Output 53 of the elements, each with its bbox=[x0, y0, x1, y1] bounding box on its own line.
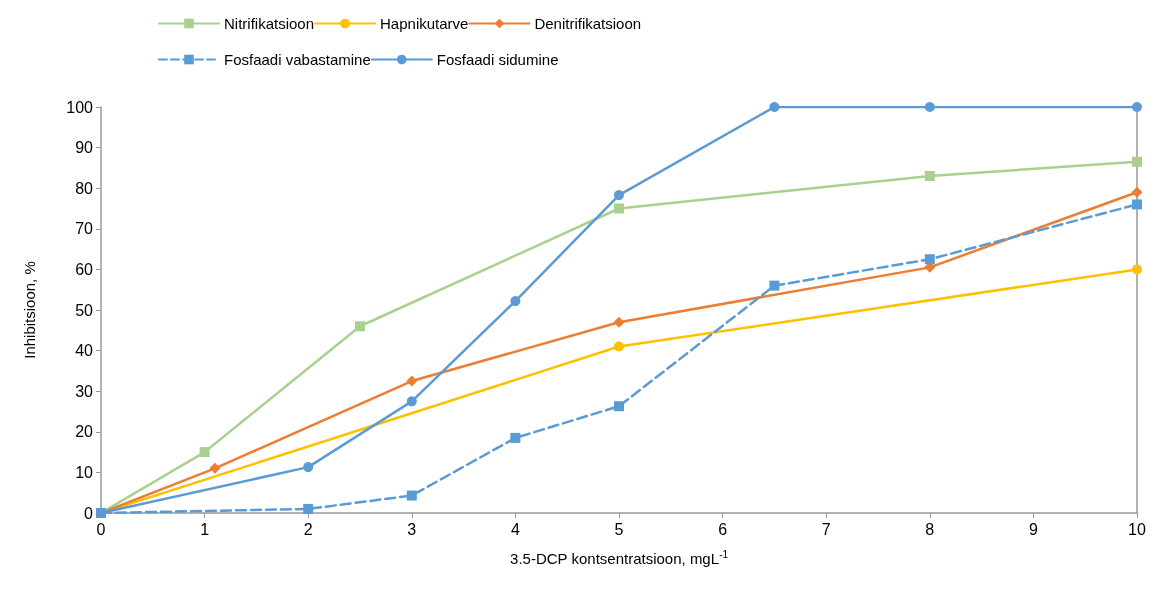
point bbox=[613, 316, 625, 328]
point bbox=[303, 462, 314, 473]
point bbox=[614, 401, 624, 412]
y-tick-label: 70 bbox=[75, 220, 94, 238]
y-tick-label: 80 bbox=[75, 179, 94, 197]
y-tick-label: 20 bbox=[75, 423, 94, 441]
point bbox=[1132, 264, 1142, 275]
y-tick-label: 30 bbox=[75, 382, 94, 400]
y-tick-label: 50 bbox=[75, 301, 94, 319]
y-tick-label: 40 bbox=[75, 342, 94, 360]
point bbox=[209, 462, 221, 474]
point bbox=[614, 190, 624, 201]
point bbox=[614, 203, 624, 214]
point bbox=[406, 490, 417, 501]
x-tick-label: 4 bbox=[510, 520, 520, 538]
legend-label: Nitrifikatsioon bbox=[224, 15, 315, 32]
x-tick-label: 6 bbox=[718, 520, 728, 538]
point bbox=[406, 396, 417, 407]
point bbox=[769, 102, 780, 112]
legend-label: Denitrifikatsioon bbox=[534, 15, 642, 32]
point bbox=[614, 341, 624, 352]
x-tick-label: 8 bbox=[925, 520, 935, 538]
legend-label: Fosfaadi vabastamine bbox=[224, 51, 371, 68]
point bbox=[924, 254, 935, 265]
point bbox=[924, 171, 935, 182]
y-tick-label: 90 bbox=[75, 139, 94, 157]
y-tick-label: 10 bbox=[75, 463, 94, 481]
point bbox=[769, 280, 780, 291]
point bbox=[199, 447, 210, 458]
y-tick-label: 60 bbox=[75, 260, 94, 278]
x-tick-label: 3 bbox=[407, 520, 417, 538]
point bbox=[303, 503, 314, 514]
point bbox=[1131, 186, 1143, 198]
point bbox=[510, 296, 521, 307]
point bbox=[1132, 102, 1142, 112]
point bbox=[924, 102, 935, 112]
x-tick-label: 7 bbox=[821, 520, 831, 538]
x-tick-label: 10 bbox=[1128, 520, 1146, 538]
point bbox=[510, 432, 521, 443]
x-tick-label: 0 bbox=[96, 520, 106, 538]
point bbox=[1132, 156, 1142, 167]
x-tick-label: 9 bbox=[1028, 520, 1038, 538]
legend-label: Hapnikutarve bbox=[380, 15, 469, 32]
x-tick-label: 1 bbox=[200, 520, 210, 538]
point bbox=[406, 375, 418, 387]
y-axis-title: Inhibitsioon, % bbox=[21, 261, 38, 359]
legend-label: Fosfaadi sidumine bbox=[436, 51, 559, 68]
point bbox=[355, 321, 365, 332]
y-tick-label: 100 bbox=[66, 98, 94, 116]
x-tick-label: 5 bbox=[614, 520, 624, 538]
x-tick-label: 2 bbox=[303, 520, 313, 538]
point bbox=[1132, 199, 1142, 210]
y-tick-label: 0 bbox=[84, 504, 94, 522]
